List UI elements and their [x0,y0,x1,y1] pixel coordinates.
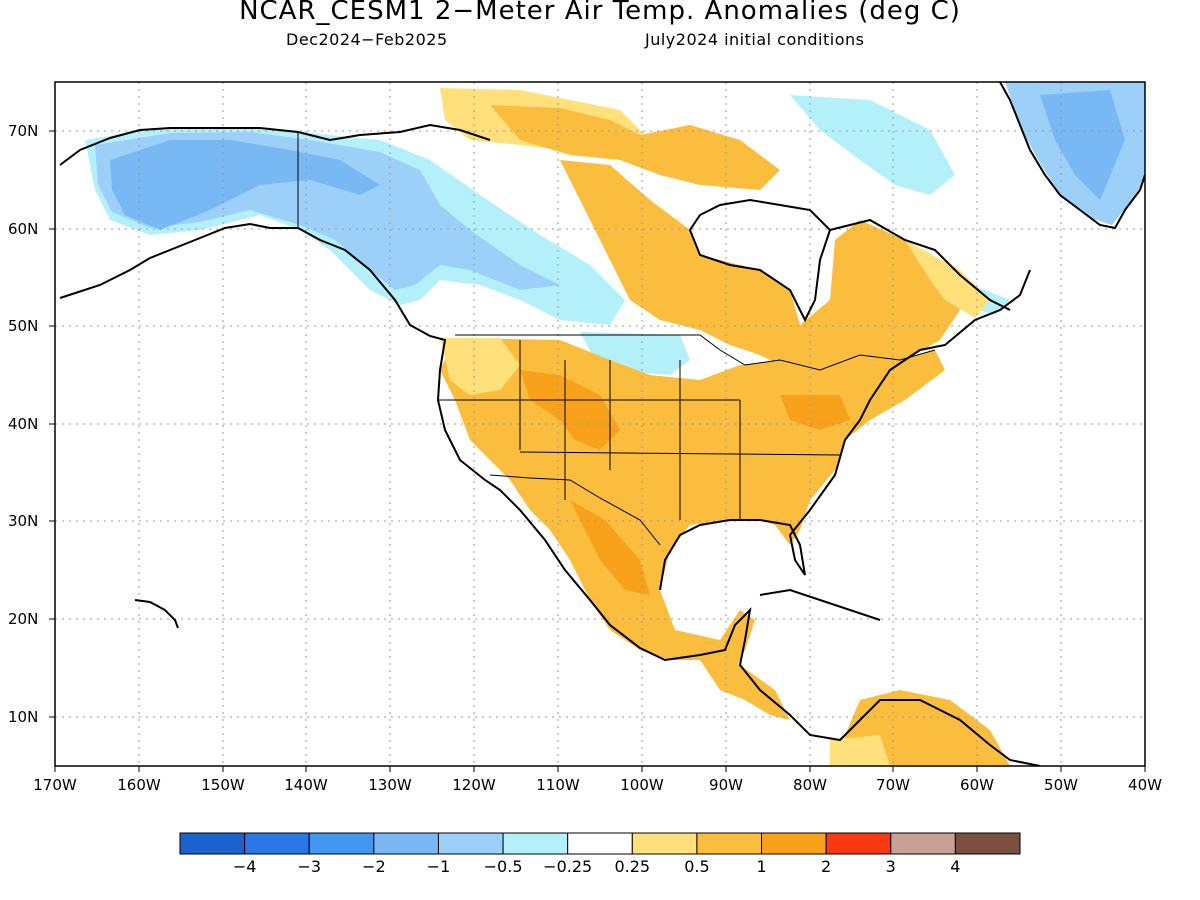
coastline-hawaii [134,599,179,629]
cold-region-baffin [790,95,955,195]
colorbar-swatch [696,832,763,855]
colorbar-label: 0.5 [684,857,709,876]
colorbar-label: −1 [427,857,451,876]
coastline-labrador [829,218,1011,311]
colorbar-label: −4 [233,857,257,876]
longitude-axis: 170W 160W 150W 140W 130W 120W 110W 100W … [33,766,1162,794]
colorbar-swatch [373,832,439,855]
lat-label: 10N [8,708,38,726]
coastline-greenland [999,82,1145,230]
warm-region-mexico-mid [570,500,650,595]
map-title: NCAR_CESM1 2−Meter Air Temp. Anomalies (… [239,0,961,26]
warm-region-arctic-mid [490,105,780,190]
coastlines [59,82,1145,766]
colorbar-swatch [954,832,1021,855]
lon-label: 170W [33,776,77,794]
warm-region-northwest-light [440,338,520,395]
warm-region-south-america-light [830,735,890,766]
lon-label: 40W [1128,776,1162,794]
colorbar-swatch [567,832,633,855]
lon-label: 150W [201,776,245,794]
colorbar-label: −3 [297,857,321,876]
colorbar-swatch [890,832,956,855]
coastline-alaska-north [59,123,491,166]
season-label: Dec2024−Feb2025 [286,30,448,49]
warm-region-east-mid [780,395,850,430]
coastline-cuba [759,588,881,621]
warm-region-canada-east-light [905,240,990,318]
coastline-hudson-bay [688,198,832,323]
lon-label: 90W [709,776,743,794]
colorbar-label: −0.5 [484,857,523,876]
warm-region-central-america [700,660,790,720]
colorbar-label: 1 [756,857,766,876]
colorbar-label: 2 [821,857,831,876]
colorbar-swatch [179,832,246,855]
lon-label: 140W [284,776,328,794]
coastline-gulf [659,269,1031,591]
colorbar-label: −2 [362,857,386,876]
lat-label: 50N [8,317,38,335]
border-us-mexico [489,474,661,546]
lon-label: 80W [793,776,827,794]
colorbar-swatch [825,832,892,855]
borders [297,132,936,546]
lon-label: 100W [620,776,664,794]
colorbar-label: 3 [886,857,896,876]
warm-region-canada-east [560,160,960,385]
lon-label: 130W [368,776,412,794]
lon-label: 70W [876,776,910,794]
cold-region-alaska-core [110,140,380,230]
colorbar-label: 0.25 [614,857,650,876]
lon-label: 160W [117,776,161,794]
coastline-alaska [59,222,1041,766]
lat-label: 40N [8,415,38,433]
lat-label: 70N [8,122,38,140]
colorbar-swatch [631,832,698,855]
colorbar: −4 −3 −2 −1 −0.5 −0.25 0.25 0.5 1 2 3 4 [179,832,1021,876]
colorbar-swatch [308,832,375,855]
lon-label: 60W [960,776,994,794]
lat-label: 30N [8,512,38,530]
lat-label: 60N [8,220,38,238]
latitude-axis: 70N 60N 50N 40N 30N 20N 10N [8,122,55,726]
colorbar-label: −0.25 [543,857,592,876]
lon-label: 120W [452,776,496,794]
warm-region-us-mid [520,370,620,450]
lon-label: 110W [536,776,580,794]
lat-label: 20N [8,610,38,628]
colorbar-swatch [761,832,827,855]
colorbar-swatch [244,832,310,855]
colorbar-swatch [502,832,569,855]
lon-label: 50W [1044,776,1078,794]
initial-conditions-label: July2024 initial conditions [645,30,865,49]
border-us-canada [455,334,936,371]
warm-region-us-mexico [440,338,945,680]
colorbar-swatch [437,832,504,855]
colorbar-label: 4 [950,857,960,876]
